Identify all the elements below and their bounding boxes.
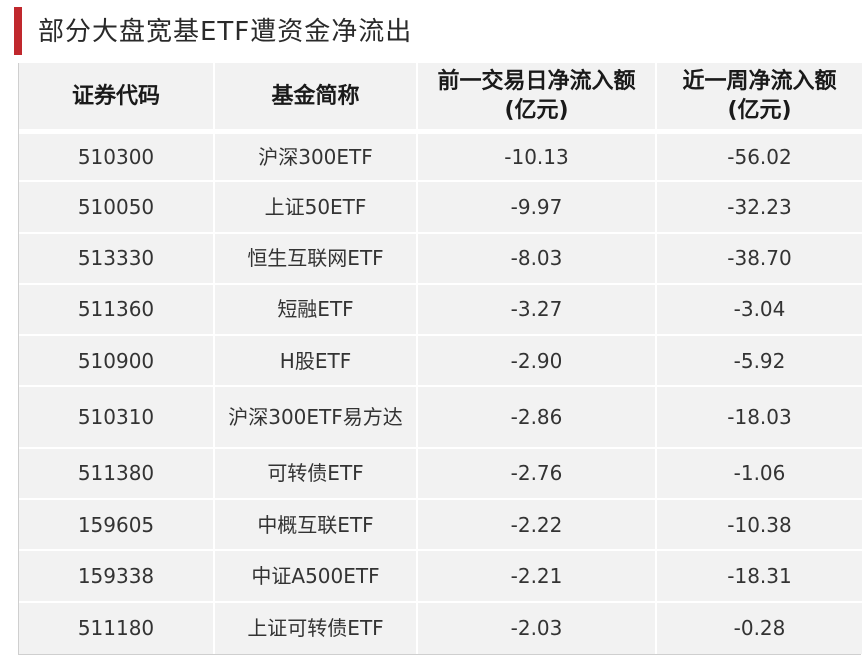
- page-title: 部分大盘宽基ETF遭资金净流出: [38, 17, 413, 47]
- header-week-inflow: 近一周净流入额 (亿元): [657, 63, 862, 131]
- cell-prev-day-inflow: -2.03: [418, 602, 657, 654]
- cell-week-inflow: -5.92: [657, 336, 862, 388]
- table-row: 510310 沪深300ETF易方达 -2.86 -18.03: [19, 387, 862, 449]
- cell-code: 510310: [19, 387, 215, 449]
- cell-week-inflow: -18.03: [657, 387, 862, 449]
- title-bar: 部分大盘宽基ETF遭资金净流出: [0, 0, 865, 62]
- cell-week-inflow: -38.70: [657, 233, 862, 285]
- cell-prev-day-inflow: -10.13: [418, 131, 657, 183]
- header-code: 证券代码: [19, 63, 215, 131]
- title-accent-bar: [14, 7, 22, 55]
- table-row: 511380 可转债ETF -2.76 -1.06: [19, 448, 862, 501]
- cell-code: 510300: [19, 131, 215, 183]
- table-row: 510900 H股ETF -2.90 -5.92: [19, 336, 862, 388]
- table-row: 159605 中概互联ETF -2.22 -10.38: [19, 500, 862, 552]
- cell-prev-day-inflow: -2.86: [418, 387, 657, 449]
- table-header-row: 证券代码 基金简称 前一交易日净流入额 (亿元) 近一周净流入额 (亿元): [19, 63, 862, 131]
- cell-prev-day-inflow: -2.90: [418, 336, 657, 388]
- cell-week-inflow: -0.28: [657, 602, 862, 654]
- cell-week-inflow: -10.38: [657, 500, 862, 552]
- cell-code: 510050: [19, 182, 215, 234]
- cell-prev-day-inflow: -9.97: [418, 182, 657, 234]
- cell-code: 513330: [19, 233, 215, 285]
- table-row: 513330 恒生互联网ETF -8.03 -38.70: [19, 233, 862, 285]
- cell-week-inflow: -32.23: [657, 182, 862, 234]
- cell-name: 可转债ETF: [215, 448, 418, 501]
- cell-code: 510900: [19, 336, 215, 388]
- cell-prev-day-inflow: -3.27: [418, 284, 657, 337]
- cell-name: 中概互联ETF: [215, 500, 418, 552]
- cell-name: 沪深300ETF: [215, 131, 418, 183]
- cell-code: 511180: [19, 602, 215, 654]
- cell-name: H股ETF: [215, 336, 418, 388]
- cell-week-inflow: -3.04: [657, 284, 862, 337]
- table-row: 511360 短融ETF -3.27 -3.04: [19, 284, 862, 337]
- cell-code: 159338: [19, 551, 215, 603]
- cell-name: 恒生互联网ETF: [215, 233, 418, 285]
- header-name: 基金简称: [215, 63, 418, 131]
- cell-code: 511360: [19, 284, 215, 337]
- cell-week-inflow: -56.02: [657, 131, 862, 183]
- cell-prev-day-inflow: -2.76: [418, 448, 657, 501]
- cell-code: 511380: [19, 448, 215, 501]
- cell-name: 上证可转债ETF: [215, 602, 418, 654]
- cell-name: 上证50ETF: [215, 182, 418, 234]
- cell-week-inflow: -1.06: [657, 448, 862, 501]
- cell-prev-day-inflow: -8.03: [418, 233, 657, 285]
- table-row: 510050 上证50ETF -9.97 -32.23: [19, 182, 862, 234]
- header-prev-day-inflow: 前一交易日净流入额 (亿元): [418, 63, 657, 131]
- etf-outflow-table: 证券代码 基金简称 前一交易日净流入额 (亿元) 近一周净流入额 (亿元) 51…: [18, 63, 862, 655]
- table-row: 159338 中证A500ETF -2.21 -18.31: [19, 551, 862, 603]
- cell-prev-day-inflow: -2.21: [418, 551, 657, 603]
- cell-prev-day-inflow: -2.22: [418, 500, 657, 552]
- cell-name: 中证A500ETF: [215, 551, 418, 603]
- cell-code: 159605: [19, 500, 215, 552]
- cell-name: 短融ETF: [215, 284, 418, 337]
- cell-name: 沪深300ETF易方达: [215, 387, 418, 449]
- cell-week-inflow: -18.31: [657, 551, 862, 603]
- table-row: 510300 沪深300ETF -10.13 -56.02: [19, 131, 862, 183]
- table-row: 511180 上证可转债ETF -2.03 -0.28: [19, 602, 862, 654]
